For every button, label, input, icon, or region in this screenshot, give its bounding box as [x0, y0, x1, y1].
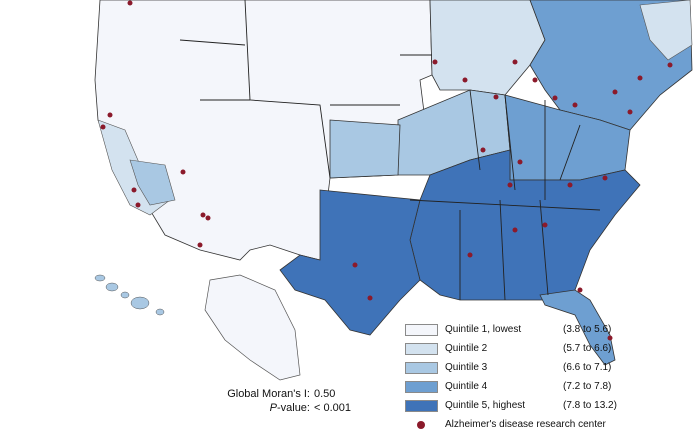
florida	[539, 289, 616, 366]
spatial-stats: Global Moran's I: 0.50 P-value: < 0.001	[227, 388, 390, 416]
research-center-marker	[532, 77, 538, 83]
research-center-marker	[572, 102, 578, 108]
legend-swatch	[405, 362, 438, 374]
research-center-marker	[567, 182, 573, 188]
research-center-marker	[100, 124, 106, 130]
legend-item-research-center: Alzheimer's disease research center	[405, 417, 695, 433]
research-center-marker	[107, 112, 113, 118]
legend-label: Quintile 2	[445, 343, 488, 354]
research-center-marker	[467, 252, 473, 258]
legend-range: (6.6 to 7.1)	[563, 362, 612, 373]
kansas-oklahoma	[329, 119, 401, 179]
research-center-marker	[205, 215, 211, 221]
legend-item-quintile-3: Quintile 3 (6.6 to 7.1)	[405, 360, 695, 376]
research-center-marker	[200, 212, 206, 218]
legend-label: Quintile 1, lowest	[445, 324, 522, 335]
research-center-marker	[542, 222, 548, 228]
texas	[279, 189, 421, 336]
map-legend: Quintile 1, lowest (3.8 to 5.6) Quintile…	[405, 322, 695, 436]
research-center-marker	[627, 109, 633, 115]
legend-range: (5.7 to 6.6)	[563, 343, 612, 354]
research-center-markers	[100, 0, 673, 341]
research-center-marker	[197, 242, 203, 248]
research-center-marker	[517, 159, 523, 165]
research-center-marker	[512, 59, 518, 65]
legend-item-quintile-2: Quintile 2 (5.7 to 6.6)	[405, 341, 695, 357]
new-england-light	[639, 0, 693, 61]
research-center-marker	[131, 187, 137, 193]
legend-label: Quintile 5, highest	[445, 400, 526, 411]
legend-swatch	[405, 343, 438, 355]
research-center-marker-icon	[417, 421, 425, 429]
legend-swatch	[405, 381, 438, 393]
legend-swatch	[405, 400, 438, 412]
legend-swatch	[405, 324, 438, 336]
p-value-label-rest: -value:	[276, 402, 310, 414]
hawaii	[94, 274, 165, 316]
p-value-label: P-value:	[270, 402, 310, 414]
legend-range: (7.2 to 7.8)	[563, 381, 612, 392]
research-center-marker	[602, 175, 608, 181]
morans-i-value: 0.50	[314, 388, 336, 400]
research-center-marker	[607, 335, 613, 341]
upper-midwest	[429, 0, 546, 96]
research-center-marker	[552, 95, 558, 101]
p-value-row: P-value: < 0.001	[250, 402, 390, 416]
research-center-marker	[667, 62, 673, 68]
research-center-marker	[637, 75, 643, 81]
p-value-label-italic: P	[269, 402, 277, 414]
legend-range: (3.8 to 5.6)	[563, 324, 612, 335]
us-choropleth-map	[94, 0, 693, 381]
research-center-marker	[462, 77, 468, 83]
research-center-marker	[577, 287, 583, 293]
research-center-marker	[512, 227, 518, 233]
research-center-marker	[493, 94, 499, 100]
p-value-value: < 0.001	[314, 402, 352, 414]
legend-label: Alzheimer's disease research center	[445, 419, 606, 430]
southern-california	[129, 159, 176, 206]
research-center-marker	[135, 202, 141, 208]
morans-i-label: Global Moran's I:	[227, 388, 310, 400]
alaska	[204, 274, 301, 381]
research-center-marker	[480, 147, 486, 153]
legend-item-quintile-5: Quintile 5, highest (7.8 to 13.2)	[405, 398, 695, 414]
morans-i-row: Global Moran's I: 0.50	[227, 388, 390, 402]
legend-range: (7.8 to 13.2)	[563, 400, 617, 411]
legend-label: Quintile 3	[445, 362, 488, 373]
legend-label: Quintile 4	[445, 381, 488, 392]
state-borders	[179, 0, 601, 301]
research-center-marker	[352, 262, 358, 268]
research-center-marker	[367, 295, 373, 301]
legend-item-quintile-4: Quintile 4 (7.2 to 7.8)	[405, 379, 695, 395]
research-center-marker	[507, 182, 513, 188]
research-center-marker	[432, 59, 438, 65]
research-center-marker	[180, 169, 186, 175]
research-center-marker	[612, 89, 618, 95]
research-center-marker	[127, 0, 133, 6]
legend-item-quintile-1: Quintile 1, lowest (3.8 to 5.6)	[405, 322, 695, 338]
